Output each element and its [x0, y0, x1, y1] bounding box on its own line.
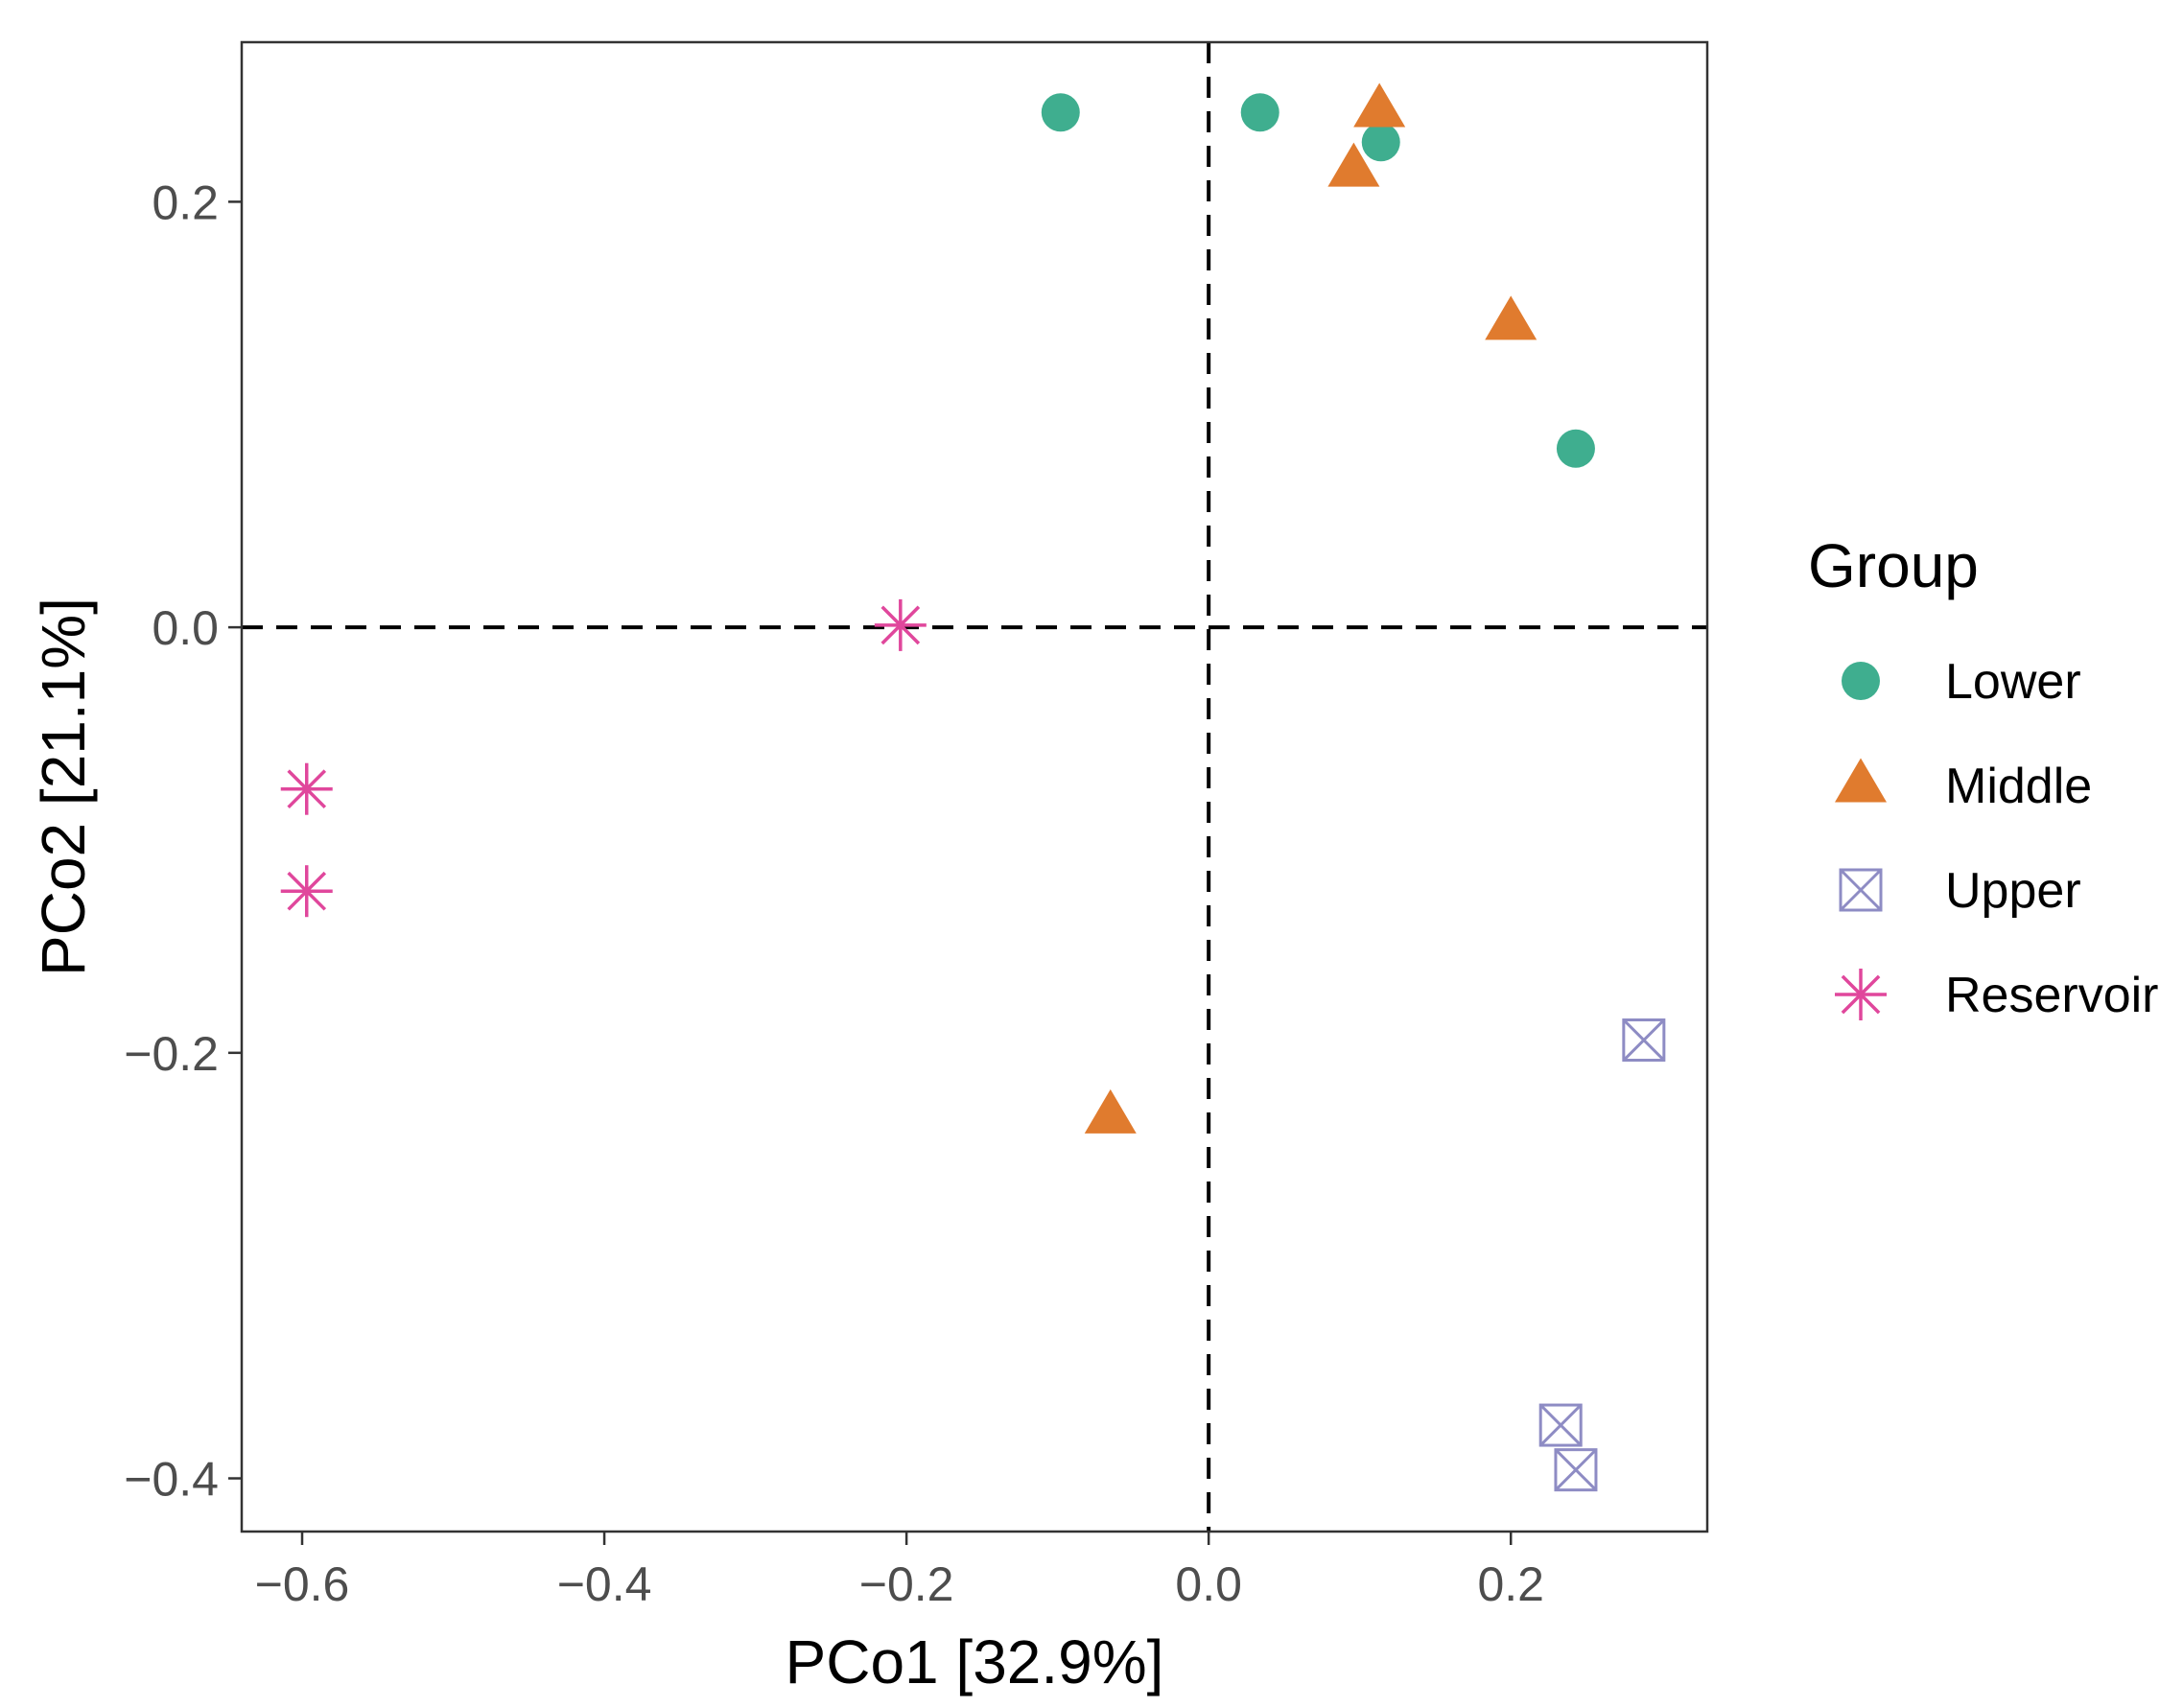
- legend-key-upper: [1839, 868, 1883, 912]
- legend-label-lower: Lower: [1945, 654, 2081, 710]
- point-upper-cross-b: [1539, 1404, 1583, 1447]
- legend: Group Lower Middle Upper Reservoir: [1808, 531, 2159, 1023]
- legend-key-lower: [1842, 662, 1880, 700]
- point-reservoir-stroke: [287, 769, 327, 809]
- legend-title: Group: [1808, 531, 1979, 600]
- point-lower: [1556, 429, 1595, 468]
- point-upper-box: [1622, 1018, 1666, 1063]
- data-points: [280, 82, 1666, 1492]
- point-upper: [1554, 1448, 1598, 1492]
- point-upper-box: [1538, 1403, 1583, 1447]
- point-reservoir-stroke: [880, 605, 921, 645]
- reference-lines: [242, 42, 1707, 1532]
- point-middle: [1353, 82, 1406, 128]
- x-tick-label: −0.4: [557, 1557, 652, 1611]
- point-middle: [1084, 1088, 1137, 1134]
- legend-key-upper-cross-b: [1839, 868, 1883, 912]
- legend-key-reservoir: [1835, 969, 1887, 1020]
- panel-border: [240, 40, 1709, 1533]
- point-upper-cross-b: [1554, 1448, 1598, 1491]
- legend-label-middle: Middle: [1945, 759, 2092, 814]
- point-reservoir: [280, 762, 333, 815]
- point-upper-cross-b: [1622, 1018, 1665, 1062]
- y-tick-label: 0.0: [152, 601, 219, 655]
- x-tick-label: −0.6: [255, 1557, 350, 1611]
- point-upper: [1622, 1018, 1666, 1063]
- point-lower: [1240, 93, 1279, 132]
- point-reservoir: [280, 865, 333, 918]
- x-tick-label: 0.2: [1477, 1557, 1544, 1611]
- legend-label-upper: Upper: [1945, 863, 2081, 919]
- y-axis: −0.4 −0.2 0.0 0.2: [124, 175, 242, 1507]
- y-axis-title: PCo2 [21.1%]: [29, 597, 98, 976]
- y-tick-label: 0.2: [152, 175, 219, 229]
- x-axis-title: PCo1 [32.9%]: [786, 1627, 1164, 1696]
- point-middle: [1327, 142, 1380, 187]
- point-reservoir-stroke: [287, 871, 327, 911]
- point-lower: [1361, 123, 1400, 162]
- legend-label-reservoir: Reservoir: [1945, 968, 2159, 1023]
- y-tick-label: −0.4: [124, 1453, 219, 1507]
- x-tick-label: 0.0: [1175, 1557, 1242, 1611]
- point-middle: [1485, 295, 1537, 340]
- point-upper: [1538, 1403, 1583, 1447]
- legend-key-reservoir-stroke: [1841, 974, 1881, 1015]
- point-reservoir: [874, 598, 927, 651]
- legend-key-upper-box: [1839, 868, 1883, 912]
- point-lower: [1041, 93, 1080, 132]
- legend-key-middle: [1835, 758, 1887, 803]
- x-tick-label: −0.2: [859, 1557, 954, 1611]
- point-upper-box: [1554, 1448, 1598, 1492]
- x-axis: −0.6 −0.4 −0.2 0.0 0.2: [255, 1532, 1544, 1611]
- y-tick-label: −0.2: [124, 1027, 219, 1081]
